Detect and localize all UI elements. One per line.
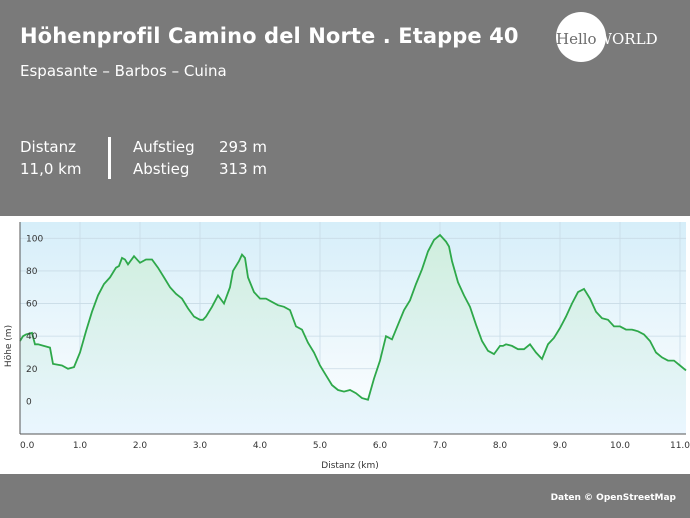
- stats-divider: [108, 137, 111, 179]
- x-tick-labels: 0.0 1.0 2.0 3.0 4.0 5.0 6.0 7.0 8.0 9.0 10.0 11.0: [20, 441, 690, 451]
- ascent-value: 293 m: [219, 138, 268, 156]
- logo-text-left: Hello: [556, 30, 597, 48]
- elevation-chart-svg: 0.0 1.0 2.0 3.0 4.0 5.0 6.0 7.0 8.0 9.0 10.0 11.0 0…: [4, 222, 690, 471]
- y-tick-label: 80: [26, 267, 38, 277]
- distance-stat: Distanz 11,0 km: [20, 136, 81, 180]
- x-axis-label: Distanz (km): [321, 461, 378, 471]
- x-tick-label: 1.0: [73, 441, 88, 451]
- x-tick-label: 11.0: [670, 441, 690, 451]
- distance-label: Distanz: [20, 138, 76, 156]
- x-tick-label: 8.0: [493, 441, 508, 451]
- elevation-line: [19, 233, 687, 401]
- x-tick-label: 9.0: [553, 441, 568, 451]
- y-tick-label: 100: [26, 234, 43, 244]
- ascent-label: Aufstieg: [133, 138, 195, 156]
- elevation-area: [20, 235, 686, 434]
- page-title: Höhenprofil Camino del Norte . Etappe 40: [20, 24, 519, 48]
- distance-value: 11,0 km: [20, 160, 82, 178]
- data-credit: Daten © OpenStreetMap: [550, 493, 676, 503]
- logo-text-right: WORLD: [596, 30, 658, 48]
- elevation-values: 293 m 313 m: [219, 136, 267, 180]
- y-tick-label: 0: [26, 397, 32, 407]
- x-tick-label: 2.0: [133, 441, 148, 451]
- x-tick-label: 4.0: [253, 441, 268, 451]
- logo: HelloWORLD: [556, 30, 658, 48]
- descent-value: 313 m: [219, 160, 268, 178]
- route-subtitle: Espasante – Barbos – Cuina: [20, 62, 227, 80]
- x-tick-label: 7.0: [433, 441, 448, 451]
- y-axis-label: Höhe (m): [4, 325, 14, 367]
- logo-circle: [556, 12, 606, 62]
- x-tick-label: 3.0: [193, 441, 208, 451]
- y-tick-labels: 0 20 40 60 80 100: [26, 234, 43, 407]
- x-tick-label: 0.0: [20, 441, 35, 451]
- elevation-labels: Aufstieg Abstieg: [133, 136, 195, 180]
- descent-label: Abstieg: [133, 160, 190, 178]
- x-tick-label: 6.0: [373, 441, 388, 451]
- y-tick-label: 20: [26, 365, 38, 375]
- y-tick-label: 40: [26, 332, 38, 342]
- elevation-chart: 0.0 1.0 2.0 3.0 4.0 5.0 6.0 7.0 8.0 9.0 10.0 11.0 0…: [0, 216, 690, 474]
- y-tick-label: 60: [26, 300, 38, 310]
- x-tick-label: 10.0: [610, 441, 630, 451]
- x-tick-label: 5.0: [313, 441, 328, 451]
